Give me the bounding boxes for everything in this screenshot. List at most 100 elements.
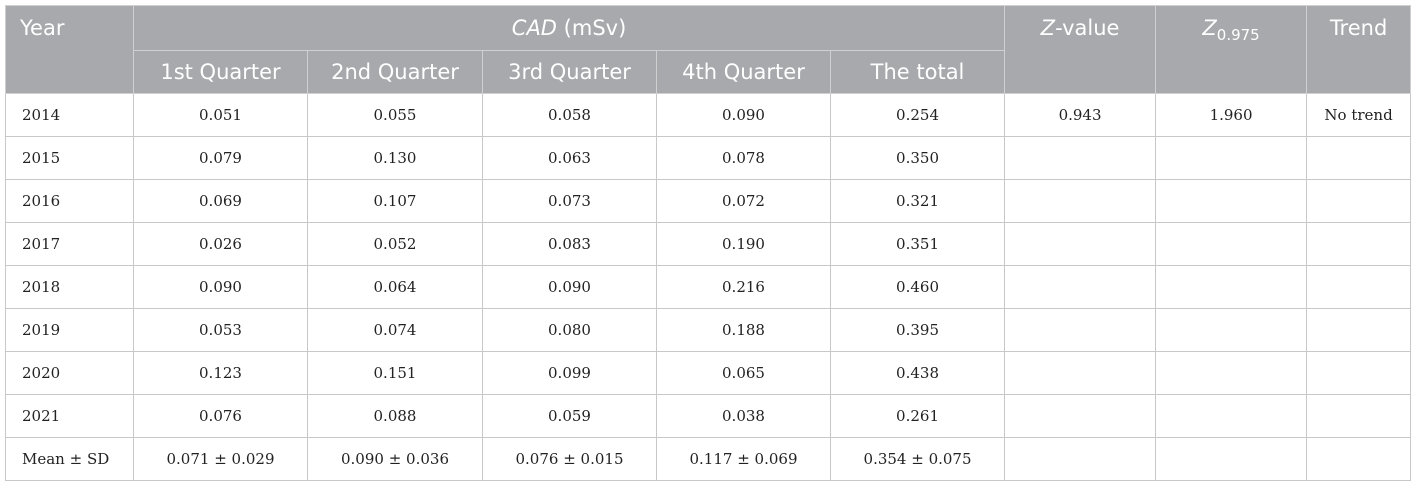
table-row: 2019 0.053 0.074 0.080 0.188 0.395: [5, 308, 1412, 352]
table-row: 2016 0.069 0.107 0.073 0.072 0.321: [5, 179, 1412, 223]
table-row: 2014 0.051 0.055 0.058 0.090 0.254 0.943 1.960 N…: [5, 93, 1412, 137]
test-cell: [1155, 308, 1308, 352]
column-header: The total: [829, 50, 1006, 94]
z-crit-italic: Z: [1202, 16, 1217, 40]
group-italic: CAD: [511, 16, 557, 40]
cell: 0.053: [133, 308, 308, 352]
test-cell: 0.943: [1004, 93, 1157, 137]
test-cell: [1155, 222, 1308, 266]
test-cell: [1155, 351, 1308, 395]
cell: 0.076: [133, 394, 308, 438]
z-crit-sub: 0.975: [1216, 26, 1260, 45]
table-row: 2015 0.079 0.130 0.063 0.078 0.350: [5, 136, 1412, 180]
cell: 0.395: [829, 308, 1006, 352]
cell: 0.058: [482, 93, 657, 137]
cell: 0.130: [307, 136, 483, 180]
cell: 0.261: [829, 394, 1006, 438]
test-cell: [1004, 394, 1157, 438]
row-label: 2020: [5, 351, 134, 395]
cell: 0.099: [482, 351, 657, 395]
cell: 0.074: [307, 308, 483, 352]
cell: 0.038: [656, 394, 831, 438]
test-cell: [1004, 351, 1157, 395]
row-label: 2018: [5, 265, 134, 309]
z-value-header: Z-value: [1004, 5, 1157, 94]
row-label: 2014: [5, 93, 134, 137]
cell: 0.090: [482, 265, 657, 309]
cell: 0.069: [133, 179, 308, 223]
cell: 0.064: [307, 265, 483, 309]
cell: 0.063: [482, 136, 657, 180]
cell: 0.123: [133, 351, 308, 395]
cell: 0.073: [482, 179, 657, 223]
table-row: 2018 0.090 0.064 0.090 0.216 0.460: [5, 265, 1412, 309]
cell: 0.090 ± 0.036: [307, 437, 483, 481]
cell: 0.071 ± 0.029: [133, 437, 308, 481]
row-label: 2016: [5, 179, 134, 223]
table-row: Mean ± SD 0.071 ± 0.029 0.090 ± 0.036 0.076…: [5, 437, 1412, 481]
cell: 0.151: [307, 351, 483, 395]
table-row: 2020 0.123 0.151 0.099 0.065 0.438: [5, 351, 1412, 395]
column-header: 3rd Quarter: [482, 50, 657, 94]
cell: 0.090: [656, 93, 831, 137]
row-label: Mean ± SD: [5, 437, 134, 481]
cell: 0.079: [133, 136, 308, 180]
cell: 0.117 ± 0.069: [656, 437, 831, 481]
test-cell: [1004, 308, 1157, 352]
test-cell: [1306, 308, 1412, 352]
cell: 0.080: [482, 308, 657, 352]
cell: 0.083: [482, 222, 657, 266]
cell: 0.354 ± 0.075: [829, 437, 1006, 481]
row-label: 2017: [5, 222, 134, 266]
test-cell: [1306, 437, 1412, 481]
cell: 0.078: [656, 136, 831, 180]
column-header: 2nd Quarter: [307, 50, 483, 94]
cell: 0.321: [829, 179, 1006, 223]
table-row: 2021 0.076 0.088 0.059 0.038 0.261: [5, 394, 1412, 438]
cell: 0.026: [133, 222, 308, 266]
cell: 0.051: [133, 93, 308, 137]
cell: 0.460: [829, 265, 1006, 309]
row-label: 2021: [5, 394, 134, 438]
test-cell: [1155, 265, 1308, 309]
cell: 0.090: [133, 265, 308, 309]
cell: 0.088: [307, 394, 483, 438]
cell: 0.052: [307, 222, 483, 266]
test-cell: [1004, 222, 1157, 266]
row-label: 2015: [5, 136, 134, 180]
test-cell: [1155, 437, 1308, 481]
z-italic: Z: [1040, 16, 1056, 40]
z-rest: -value: [1055, 16, 1120, 40]
cell: 0.216: [656, 265, 831, 309]
test-cell: [1306, 394, 1412, 438]
test-cell: [1155, 136, 1308, 180]
subheader-row: 1st Quarter 2nd Quarter 3rd Quarter 4th Qua…: [6, 50, 1411, 94]
test-cell: [1306, 351, 1412, 395]
test-cell: [1004, 136, 1157, 180]
cell: 0.254: [829, 93, 1006, 137]
test-cell: [1155, 179, 1308, 223]
cell: 0.072: [656, 179, 831, 223]
cell: 0.107: [307, 179, 483, 223]
column-header: 4th Quarter: [656, 50, 831, 94]
cell: 0.350: [829, 136, 1006, 180]
z-crit-header: Z0.975: [1155, 5, 1308, 94]
trend-header: Trend: [1306, 5, 1412, 94]
data-table: Year CAD (mSv) Z-value Z0.975 Trend 1st …: [5, 5, 1412, 481]
test-cell: [1155, 394, 1308, 438]
column-header: 1st Quarter: [133, 50, 308, 94]
table-row: 2017 0.026 0.052 0.083 0.190 0.351: [5, 222, 1412, 266]
group-header: CAD (mSv): [132, 5, 1006, 51]
cell: 0.059: [482, 394, 657, 438]
test-cell: [1306, 222, 1412, 266]
test-cell: [1306, 179, 1412, 223]
group-unit: (mSv): [563, 16, 627, 40]
test-cell: [1306, 265, 1412, 309]
row-label: 2019: [5, 308, 134, 352]
test-cell: [1004, 437, 1157, 481]
cell: 0.351: [829, 222, 1006, 266]
test-cell: No trend: [1306, 93, 1412, 137]
year-header: Year: [5, 5, 134, 94]
test-cell: [1004, 265, 1157, 309]
